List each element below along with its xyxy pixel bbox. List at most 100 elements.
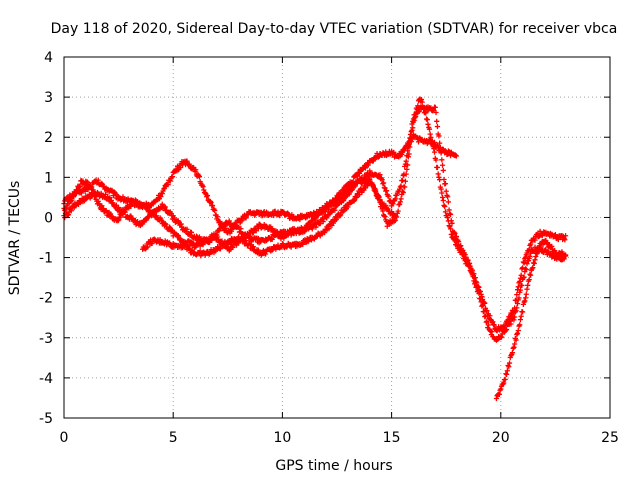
data-point <box>440 197 446 204</box>
data-point <box>162 204 168 210</box>
data-point <box>516 295 522 301</box>
data-point <box>525 282 531 288</box>
data-point <box>95 177 101 183</box>
data-point <box>200 242 206 248</box>
y-tick-label: 2 <box>44 130 53 146</box>
data-point <box>524 261 530 267</box>
data-point <box>490 319 496 325</box>
y-tick-labels: -5 -4 -3 -2 -1 0 1 2 3 4 <box>39 50 53 427</box>
data-point <box>153 213 160 219</box>
data-point <box>527 271 533 277</box>
data-point <box>118 214 124 220</box>
data-point <box>442 203 448 210</box>
data-point <box>434 123 441 130</box>
data-point <box>435 171 441 177</box>
data-point <box>522 298 528 304</box>
data-point <box>371 185 377 191</box>
data-point <box>145 244 151 250</box>
data-point <box>512 314 518 320</box>
data-point <box>531 260 537 267</box>
data-point <box>453 233 459 240</box>
data-point <box>506 360 513 366</box>
data-point <box>442 181 449 187</box>
data-point <box>107 195 113 201</box>
data-point <box>518 313 524 319</box>
data-point <box>439 157 445 163</box>
data-point <box>514 292 520 298</box>
x-tick-label: 5 <box>169 430 178 446</box>
data-point <box>354 173 360 179</box>
data-point <box>161 186 167 192</box>
data-point <box>438 186 444 192</box>
data-point <box>120 194 126 200</box>
y-tick-label: -4 <box>39 371 53 387</box>
data-point <box>502 376 508 382</box>
data-point <box>528 241 534 247</box>
data-point <box>432 104 438 110</box>
data-point <box>64 205 70 211</box>
data-point <box>405 154 411 160</box>
data-point <box>414 106 420 113</box>
data-point <box>236 234 242 240</box>
data-point <box>411 117 417 123</box>
data-point <box>167 178 173 184</box>
y-tick-label: 4 <box>44 50 53 66</box>
data-point <box>482 313 489 319</box>
data-point <box>527 253 533 259</box>
data-point <box>433 109 439 116</box>
data-point <box>383 188 390 194</box>
data-point <box>562 233 569 239</box>
data-point <box>415 103 421 109</box>
x-tick-label: 20 <box>492 430 510 446</box>
data-point <box>159 190 165 197</box>
data-point <box>445 194 451 200</box>
data-point <box>524 286 530 292</box>
data-point <box>392 217 398 223</box>
data-point <box>120 211 126 218</box>
data-point <box>338 195 344 201</box>
data-point <box>437 177 443 183</box>
data-point <box>431 149 438 155</box>
data-point <box>335 198 341 204</box>
data-point <box>351 198 357 204</box>
x-tick-label: 10 <box>273 430 291 446</box>
data-point <box>410 125 416 131</box>
data-point <box>522 266 529 272</box>
data-point <box>472 279 478 285</box>
data-point <box>380 180 387 186</box>
data-point <box>504 368 510 374</box>
data-point <box>193 167 199 173</box>
data-point <box>453 239 459 246</box>
data-point <box>506 364 512 370</box>
data-point <box>429 138 435 144</box>
data-point <box>419 99 425 105</box>
x-tick-label: 15 <box>383 430 401 446</box>
data-point <box>436 174 442 180</box>
data-point <box>504 371 510 377</box>
data-point <box>354 194 360 200</box>
data-point <box>193 233 200 239</box>
data-point <box>304 224 310 231</box>
x-axis-label: GPS time / hours <box>275 458 392 474</box>
x-tick-label: 0 <box>60 430 69 446</box>
data-point <box>439 162 446 168</box>
data-point <box>158 194 164 200</box>
data-point <box>95 198 101 204</box>
data-point <box>423 116 430 122</box>
data-point <box>447 211 454 218</box>
data-point <box>504 326 510 333</box>
data-point <box>413 111 419 118</box>
data-point <box>108 213 114 219</box>
data-point <box>407 144 413 150</box>
data-point <box>376 196 382 203</box>
data-point <box>209 237 215 243</box>
data-point <box>408 136 414 142</box>
data-point <box>426 126 433 132</box>
data-point <box>528 272 534 278</box>
data-point <box>512 341 518 347</box>
data-point <box>269 236 275 242</box>
data-point <box>230 244 236 251</box>
data-point <box>549 243 555 249</box>
data-point <box>96 201 102 207</box>
data-point <box>200 183 206 190</box>
